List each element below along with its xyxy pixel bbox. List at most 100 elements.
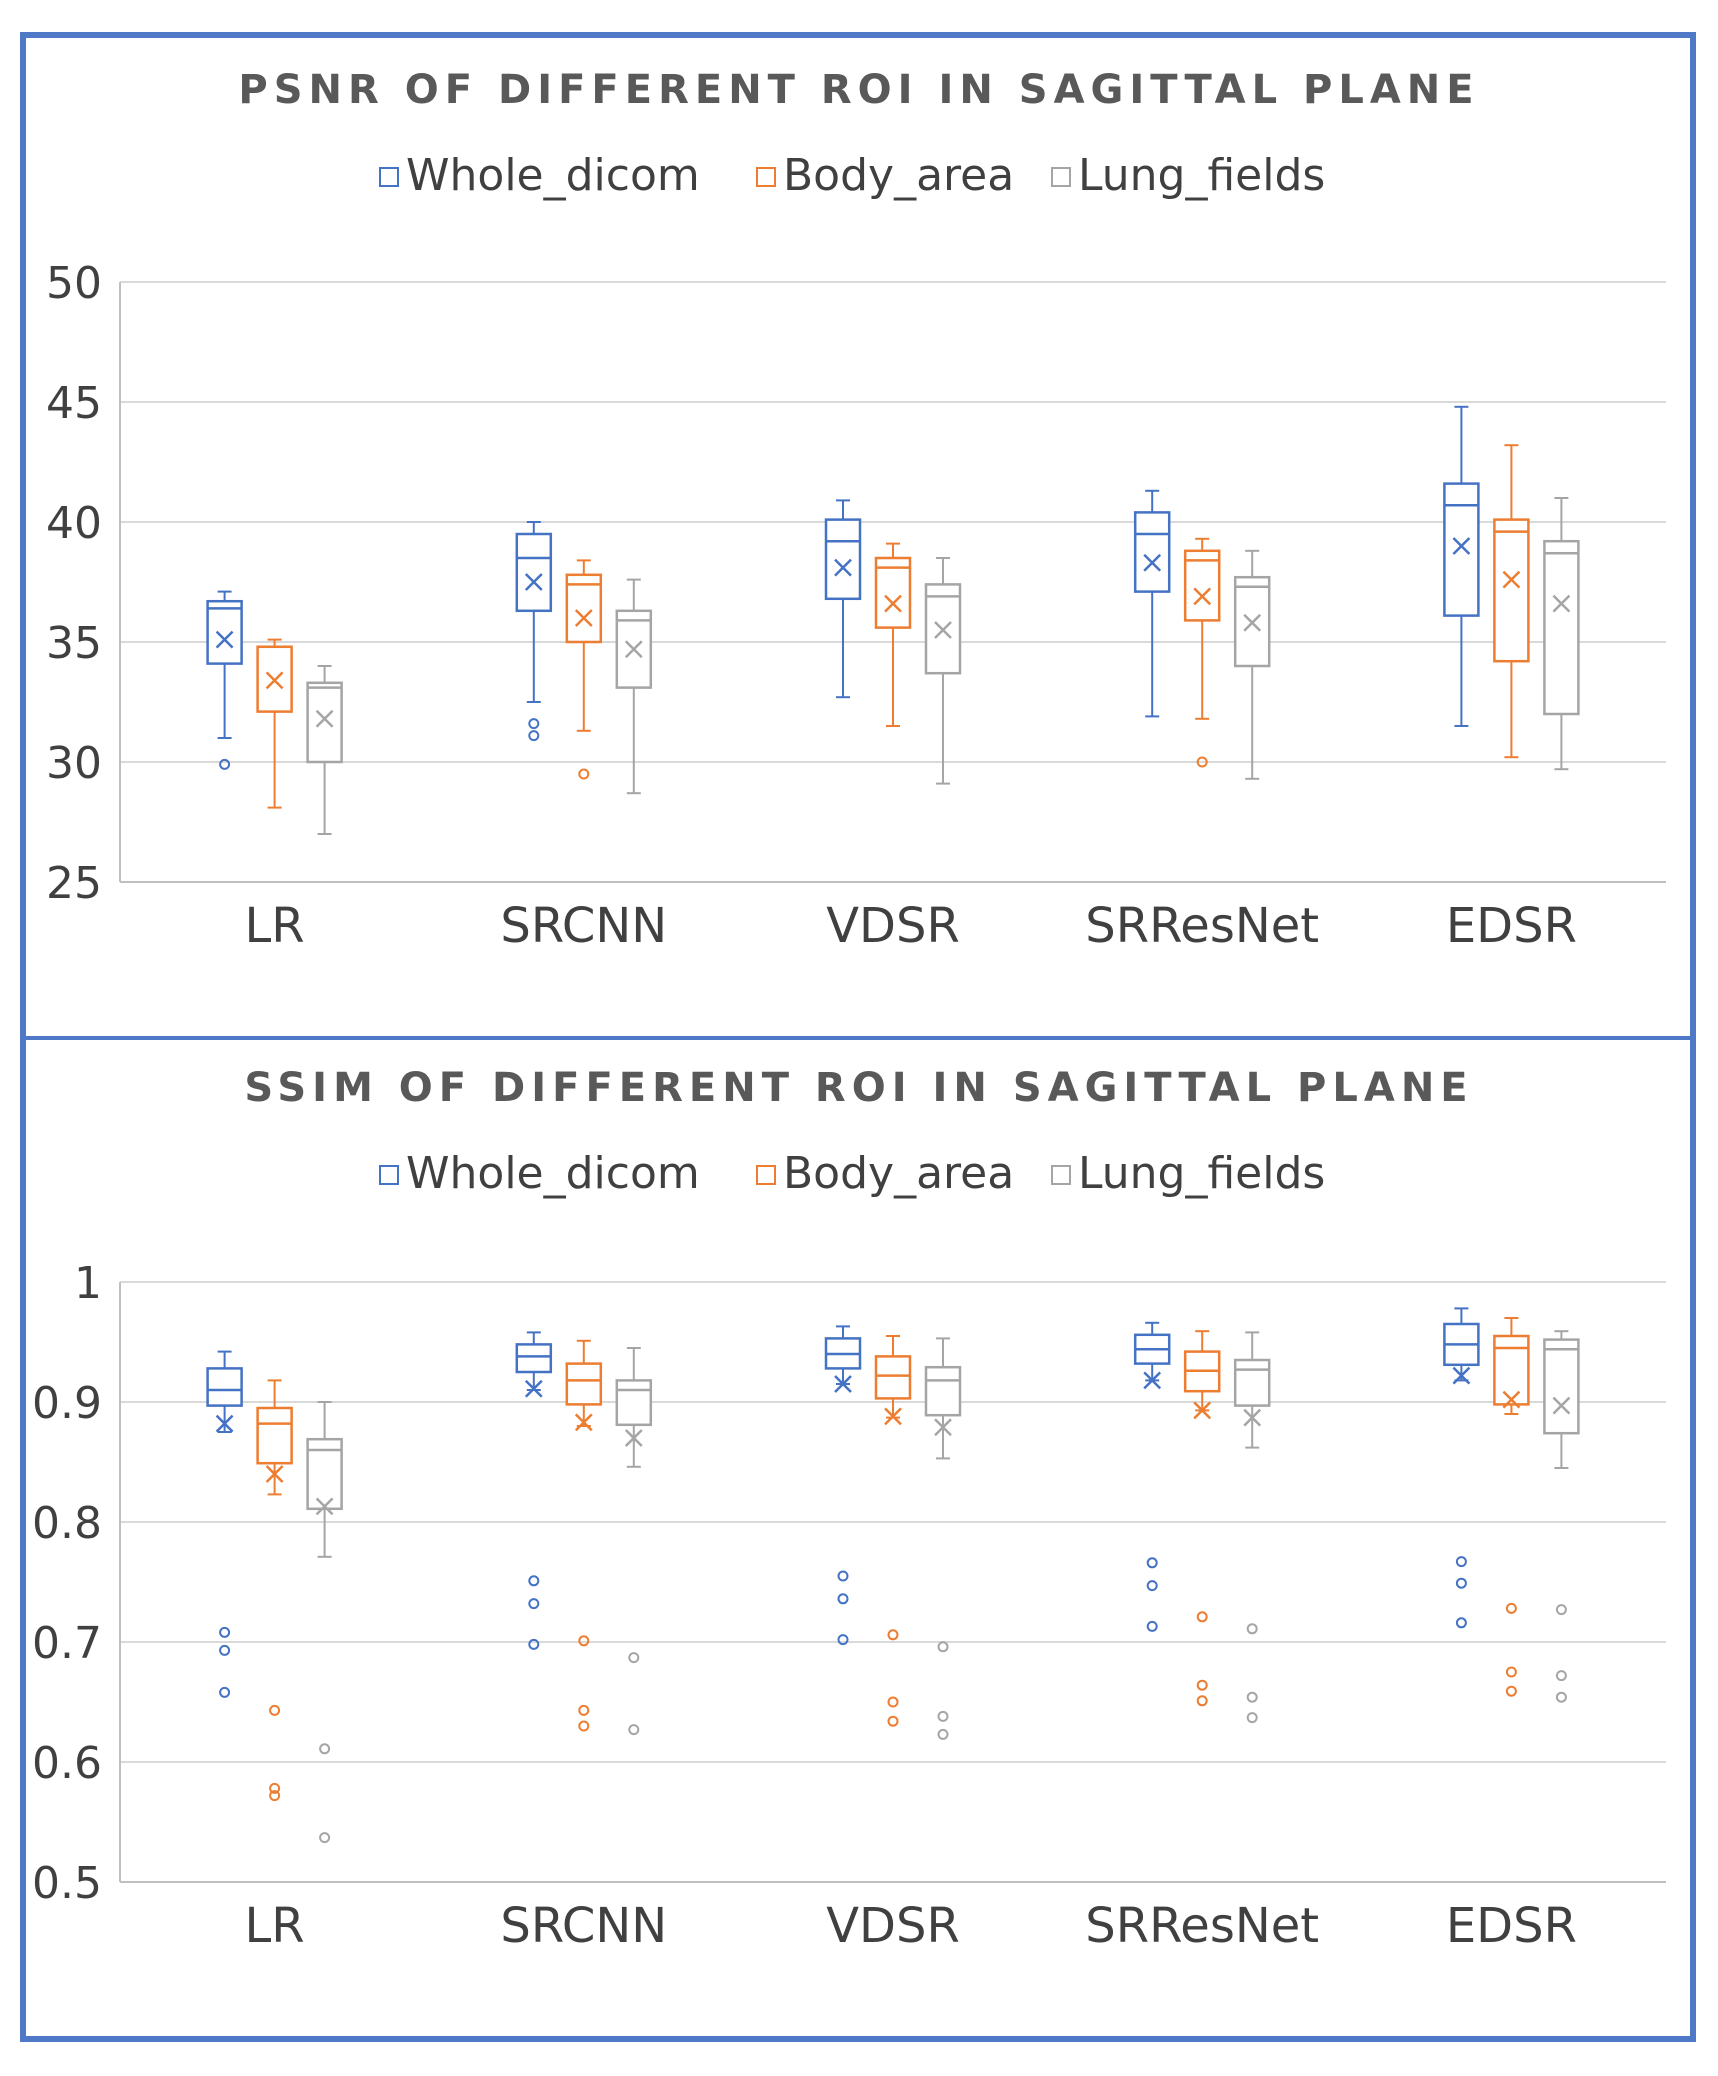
outlier-point (219, 1686, 231, 1698)
outlier-point (887, 1715, 899, 1727)
outlier-point (269, 1782, 281, 1794)
mean-marker (624, 640, 643, 659)
mean-marker (1193, 587, 1212, 606)
outlier-point (578, 1720, 590, 1732)
x-category-label: SRResNet (1085, 1898, 1319, 1954)
outlier-point (1196, 1611, 1208, 1623)
mean-marker (834, 558, 852, 577)
outlier-point (1455, 1577, 1467, 1589)
outlier-point (937, 1728, 949, 1740)
outlier-point (1505, 1666, 1517, 1678)
legend-swatch-body-area (756, 167, 776, 187)
box-body-area-edsr (1493, 444, 1530, 759)
chart-title: PSNR OF DIFFERENT ROI IN SAGITTAL PLANE (238, 67, 1479, 113)
ssim-chart: SSIM OF DIFFERENT ROI IN SAGITTAL PLANE W… (32, 1065, 1666, 1954)
outlier-point (269, 1790, 281, 1802)
y-tick-label: 1 (74, 1258, 102, 1309)
legend-swatch-lung-fields (1051, 167, 1071, 187)
legend-label-lung-fields: Lung_fields (1078, 1148, 1325, 1199)
mean-marker (215, 1414, 234, 1433)
y-tick-label: 50 (46, 258, 102, 309)
box-lung-fields-srresnet (1233, 1331, 1271, 1724)
x-category-label: SRCNN (500, 1898, 667, 1954)
mean-marker (834, 1375, 852, 1393)
outlier-point (1146, 1620, 1158, 1632)
box-body-area-vdsr (874, 1335, 912, 1727)
panel-divider (20, 1036, 1696, 1040)
box-iqr (565, 573, 603, 644)
box-iqr (515, 1343, 553, 1374)
mean-marker (1502, 570, 1521, 589)
mean-marker (624, 1429, 643, 1447)
box-iqr (306, 681, 343, 764)
outlier-point (528, 1638, 540, 1650)
legend-swatch-whole-dicom (379, 1165, 399, 1185)
outlier-point (837, 1634, 849, 1646)
x-category-label: LR (245, 898, 305, 954)
x-category-label: LR (245, 1898, 305, 1954)
box-whole-dicom-srcnn (515, 521, 553, 742)
box-whole-dicom-srresnet (1133, 489, 1171, 718)
legend-label-body-area: Body_area (783, 1148, 1014, 1199)
x-category-label: VDSR (826, 1898, 960, 1954)
box-iqr (1443, 482, 1480, 617)
box-whole-dicom-lr (206, 1350, 243, 1698)
box-body-area-lr (256, 638, 293, 809)
box-whole-dicom-vdsr (824, 499, 862, 699)
x-category-label: EDSR (1446, 898, 1577, 954)
outlier-point (1196, 1695, 1208, 1707)
outlier-point (628, 1724, 640, 1736)
y-tick-label: 0.8 (32, 1498, 102, 1549)
mean-marker (1143, 1371, 1162, 1390)
outlier-point (1196, 1679, 1208, 1691)
box-body-area-srcnn (565, 1339, 603, 1732)
box-iqr (1543, 539, 1580, 716)
mean-marker (1193, 1401, 1212, 1420)
box-iqr (1133, 511, 1171, 593)
box-body-area-vdsr (874, 542, 912, 727)
mean-marker (934, 1418, 952, 1437)
outlier-point (528, 1575, 540, 1587)
outlier-point (1455, 1556, 1467, 1568)
y-tick-label: 0.9 (32, 1378, 102, 1429)
box-iqr (874, 556, 912, 629)
outlier-point (528, 730, 540, 742)
legend-label-whole-dicom: Whole_dicom (406, 150, 700, 201)
y-tick-label: 0.6 (32, 1738, 102, 1789)
outlier-point (837, 1570, 849, 1582)
box-lung-fields-vdsr (924, 557, 962, 785)
box-lung-fields-srresnet (1233, 549, 1271, 780)
outlier-point (628, 1652, 640, 1664)
box-iqr (1233, 1358, 1271, 1407)
outlier-point (1146, 1557, 1158, 1569)
mean-marker (1243, 1408, 1262, 1427)
outlier-point (1246, 1712, 1258, 1724)
box-whole-dicom-srresnet (1133, 1321, 1171, 1632)
outlier-point (528, 1598, 540, 1610)
box-whole-dicom-srcnn (515, 1331, 553, 1650)
outlier-point (219, 758, 231, 770)
outlier-point (837, 1593, 849, 1605)
box-lung-fields-edsr (1543, 1330, 1580, 1703)
box-lung-fields-vdsr (924, 1337, 962, 1740)
y-tick-label: 0.5 (32, 1858, 102, 1909)
mean-marker (315, 709, 334, 728)
mean-marker (1452, 537, 1471, 555)
box-whole-dicom-vdsr (824, 1325, 862, 1646)
mean-marker (1143, 553, 1162, 572)
box-iqr (874, 1355, 912, 1400)
mean-marker (1552, 594, 1571, 613)
y-tick-label: 45 (46, 378, 102, 429)
outlier-point (1555, 1604, 1567, 1616)
chart-title: SSIM OF DIFFERENT ROI IN SAGITTAL PLANE (244, 1065, 1473, 1111)
legend-label-lung-fields: Lung_fields (1078, 150, 1325, 201)
mean-marker (884, 594, 902, 613)
legend-swatch-body-area (756, 1165, 776, 1185)
box-body-area-srresnet (1183, 537, 1221, 768)
box-body-area-srcnn (565, 559, 603, 780)
mean-marker (574, 609, 593, 627)
y-tick-label: 0.7 (32, 1618, 102, 1669)
mean-marker (1243, 613, 1262, 632)
box-iqr (206, 1367, 243, 1407)
x-category-label: EDSR (1446, 1898, 1577, 1954)
